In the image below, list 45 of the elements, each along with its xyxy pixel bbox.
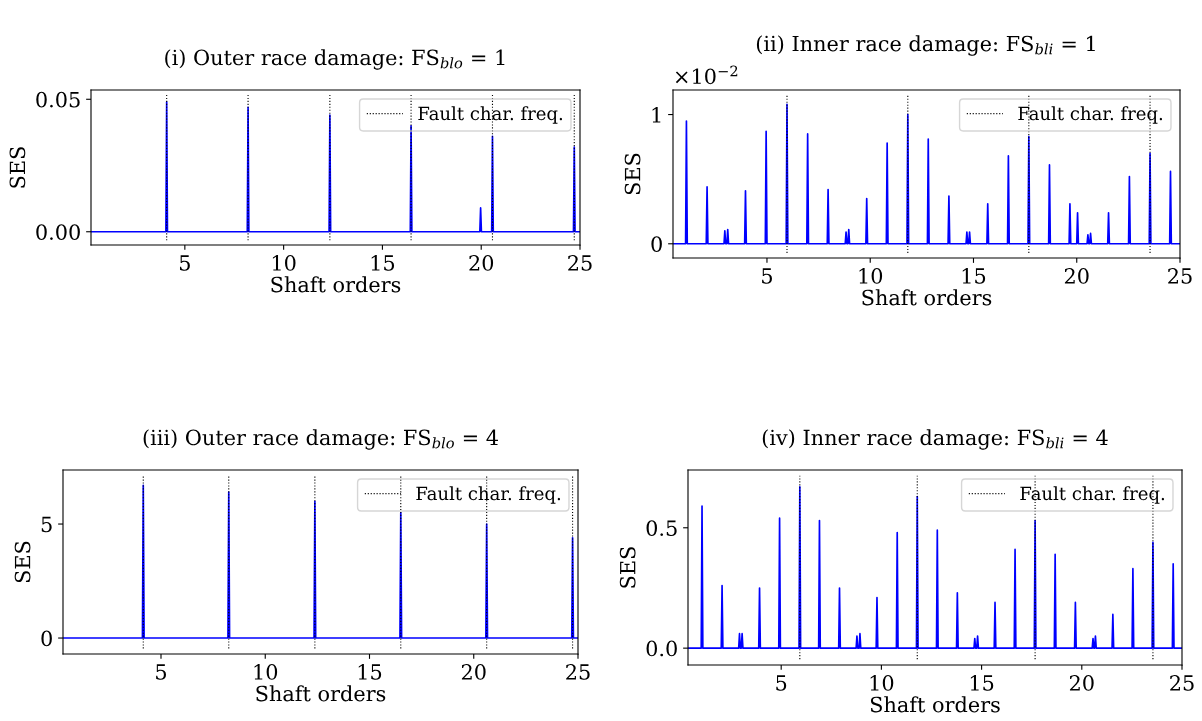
y-tick-label: 5 (41, 516, 52, 533)
y-tick-label: 0.5 (646, 520, 677, 536)
x-tick-label: 25 (568, 255, 592, 271)
ref-line-label: Fault char. freq. (418, 106, 563, 124)
x-tick-label: 10 (859, 268, 883, 284)
y-tick-label: 0.0 (646, 640, 677, 657)
y-tick-label: 0.05 (36, 91, 80, 108)
x-tick-label: 10 (272, 255, 296, 271)
ref-line-label: Fault char. freq. (1018, 106, 1163, 124)
x-tick-label: 5 (156, 664, 167, 680)
x-tick-label: 25 (1170, 675, 1194, 691)
x-axis-title: Shaft orders (271, 276, 401, 293)
x-tick-label: 20 (1069, 675, 1094, 691)
y-tick-label: 0.00 (36, 224, 80, 240)
x-tick-label: 15 (970, 675, 994, 691)
x-axis-title: Shaft orders (870, 696, 1000, 713)
x-tick-label: 5 (776, 675, 787, 691)
y-tick-label: 1 (652, 107, 661, 123)
ref-line-label: Fault char. freq. (1020, 486, 1165, 504)
x-tick-label: 20 (461, 664, 486, 680)
x-tick-label: 25 (1168, 268, 1192, 284)
x-tick-label: 20 (1064, 268, 1089, 284)
ref-line-label: Fault char. freq. (416, 486, 561, 504)
y-tick-label: 0 (651, 236, 662, 252)
x-tick-label: 15 (962, 268, 986, 284)
chart-title: (iv) Inner race damage: FS$_{bli}$ = 4 (762, 429, 1108, 450)
x-tick-label: 25 (566, 664, 590, 680)
x-axis-title: Shaft orders (256, 685, 386, 702)
x-tick-label: 15 (358, 664, 382, 680)
x-tick-label: 5 (762, 268, 772, 284)
chart-title: (ii) Inner race damage: FS$_{bli}$ = 1 (756, 35, 1095, 56)
x-tick-label: 10 (254, 664, 278, 680)
y-axis-title: SES (9, 147, 26, 188)
y-axis-title: SES (14, 541, 31, 583)
y-tick-label: 0 (41, 630, 52, 647)
y-axis-title: SES (619, 547, 636, 588)
y-axis-title: SES (624, 153, 641, 195)
x-axis-title: Shaft orders (862, 289, 992, 306)
text: ×10$^{−2}$ (675, 65, 738, 85)
x-tick-label: 10 (870, 675, 894, 691)
x-tick-label: 15 (371, 255, 395, 271)
chart-title: (iii) Outer race damage: FS$_{blo}$ = 4 (143, 429, 498, 450)
x-tick-label: 5 (179, 255, 190, 271)
chart-title: (i) Outer race damage: FS$_{blo}$ = 1 (165, 49, 505, 70)
x-tick-label: 20 (469, 255, 494, 271)
